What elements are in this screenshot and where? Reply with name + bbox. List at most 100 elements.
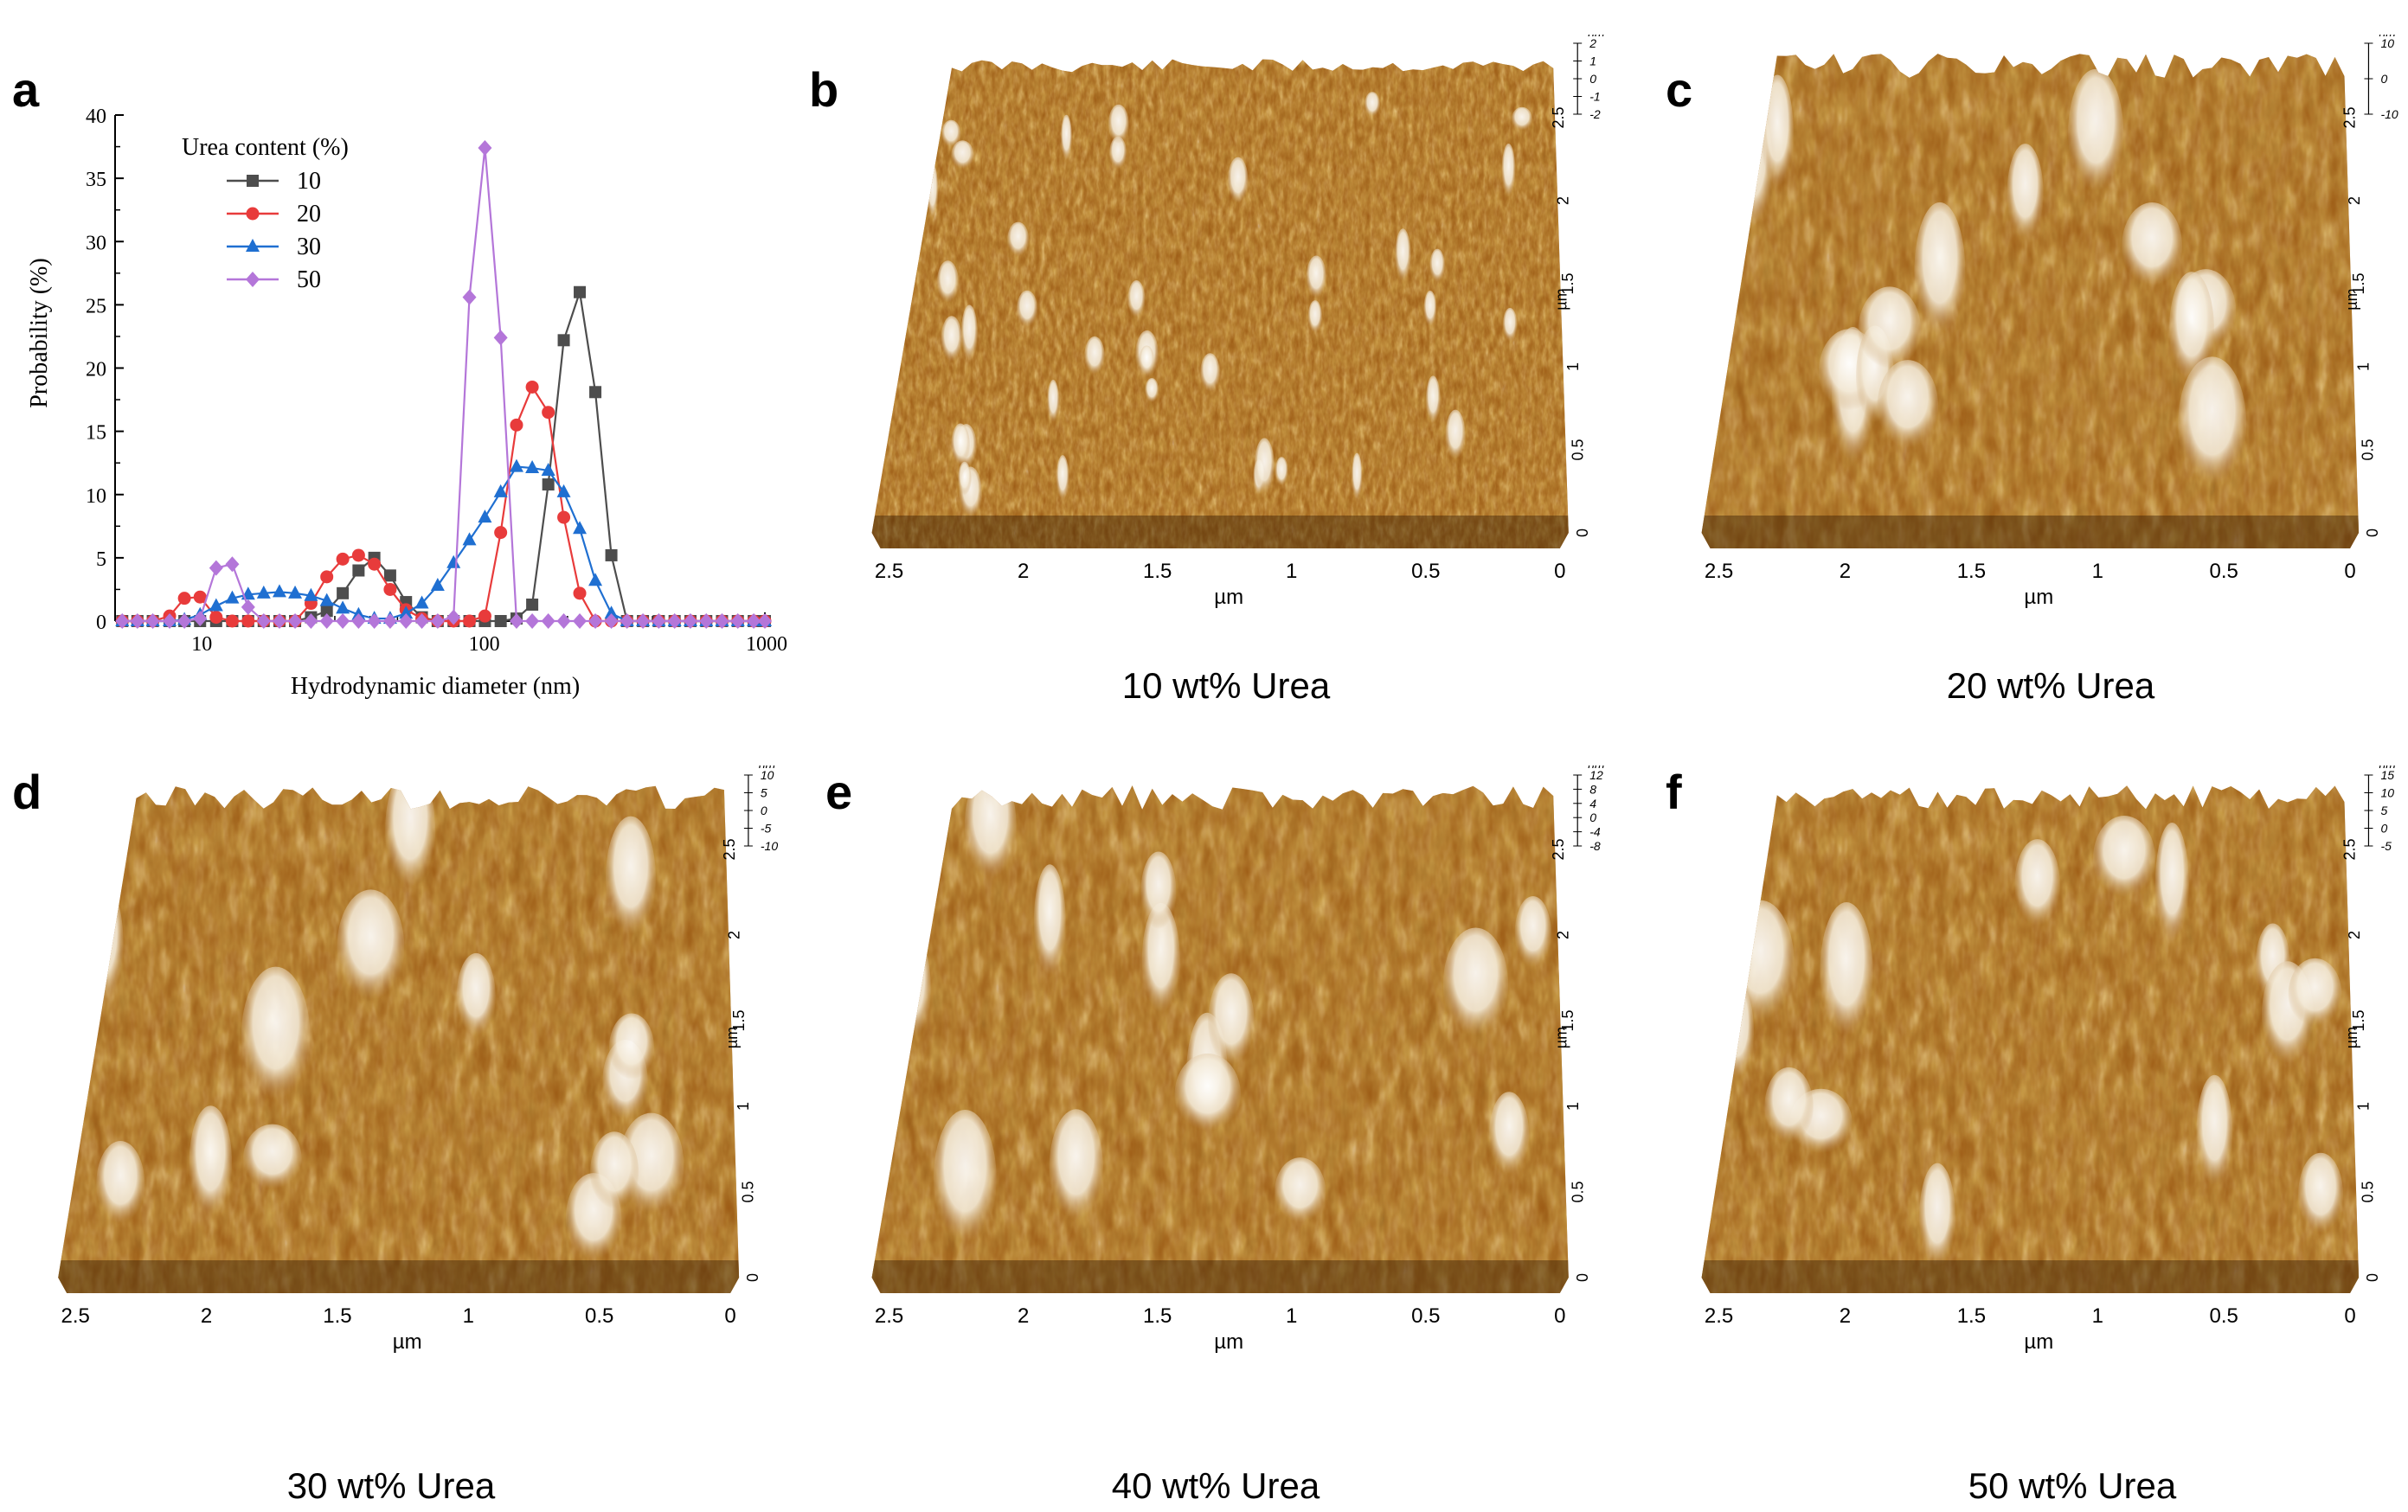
afm-x-tick-label: 2.5 bbox=[875, 560, 903, 583]
data-point bbox=[730, 613, 745, 629]
data-point bbox=[145, 613, 160, 629]
afm-z-tick-label: 10 bbox=[2380, 786, 2394, 800]
afm-y-unit: µm bbox=[1553, 288, 1570, 310]
data-point bbox=[246, 239, 260, 252]
data-point bbox=[588, 613, 603, 629]
afm-z-tick-label: -8 bbox=[1589, 839, 1601, 853]
afm-x-tick-label: 2 bbox=[1840, 560, 1851, 583]
afm-y-tick-label: 2 bbox=[2346, 196, 2363, 205]
data-point bbox=[225, 590, 240, 604]
afm-x-tick-label: 2 bbox=[1018, 1304, 1029, 1328]
afm-grain bbox=[895, 932, 931, 1045]
panel-d-caption: 30 wt% Urea bbox=[286, 1465, 496, 1506]
afm-x-tick-label: 0.5 bbox=[1411, 560, 1440, 583]
legend-label: 50 bbox=[297, 266, 321, 293]
afm-z-tick-label: 10 bbox=[761, 768, 774, 782]
afm-y-tick-label: 0.5 bbox=[1569, 439, 1586, 460]
data-point bbox=[556, 613, 571, 629]
data-point bbox=[319, 593, 334, 606]
afm-y-tick-label: 1 bbox=[2354, 362, 2372, 371]
legend-label: 30 bbox=[297, 234, 321, 260]
afm-grain bbox=[1858, 286, 1922, 373]
afm-grain bbox=[2298, 1152, 2344, 1238]
afm-grain bbox=[1442, 927, 1509, 1041]
afm-grain bbox=[936, 260, 960, 305]
data-point bbox=[320, 605, 333, 618]
data-point bbox=[462, 289, 477, 305]
x-axis-label: Hydrodynamic diameter (nm) bbox=[291, 673, 580, 700]
afm-grain bbox=[1047, 380, 1060, 425]
afm-grain bbox=[2196, 1074, 2233, 1192]
afm-z-tick-label: -1 bbox=[1589, 90, 1600, 104]
afm-z-tick-label: 0 bbox=[2380, 822, 2387, 836]
afm-grain bbox=[1395, 228, 1411, 285]
data-point bbox=[683, 613, 697, 629]
panel-c-letter: c bbox=[1666, 62, 1693, 117]
data-point bbox=[573, 586, 587, 600]
afm-grain bbox=[1726, 900, 1795, 1028]
afm-grain bbox=[1145, 377, 1159, 404]
afm-x-unit: µm bbox=[2024, 586, 2053, 609]
afm-grain bbox=[590, 1131, 639, 1214]
data-point bbox=[247, 175, 259, 187]
data-point bbox=[319, 613, 334, 629]
data-point bbox=[336, 552, 350, 566]
y-tick-label: 10 bbox=[86, 485, 106, 508]
afm-grain bbox=[2288, 958, 2342, 1030]
afm-grain bbox=[941, 316, 963, 364]
y-tick-label: 25 bbox=[86, 295, 106, 317]
afm-grain bbox=[456, 952, 496, 1041]
afm-y-tick-label: 0 bbox=[1574, 529, 1591, 537]
afm-grain bbox=[1501, 144, 1516, 200]
afm-x-tick-label: 0.5 bbox=[585, 1304, 613, 1328]
panel-c-caption: 20 wt% Urea bbox=[1946, 665, 2155, 706]
afm-f-image: 2.5 2 1.5 1 0.5 0 µm 0 0.5 1 1.5 2 2.5 µm -5 0 5 10 15nm bbox=[1701, 766, 2396, 1354]
afm-y-tick-label: 1 bbox=[1564, 1102, 1582, 1111]
data-point bbox=[383, 569, 396, 582]
x-tick-label: 100 bbox=[469, 633, 500, 656]
data-point bbox=[304, 587, 318, 601]
afm-y-tick-label: 2 bbox=[725, 931, 742, 939]
data-point bbox=[414, 595, 429, 609]
afm-z-tick-label: -5 bbox=[761, 822, 772, 836]
data-point bbox=[320, 570, 334, 584]
y-tick-label: 30 bbox=[86, 232, 106, 254]
data-point bbox=[747, 613, 761, 629]
afm-grain bbox=[941, 119, 961, 149]
data-point bbox=[605, 548, 618, 561]
panel-f-caption: 50 wt% Urea bbox=[1968, 1465, 2177, 1506]
afm-z-unit: nm bbox=[2379, 35, 2396, 39]
afm-grain bbox=[1275, 1157, 1326, 1227]
afm-x-unit: µm bbox=[393, 1330, 422, 1354]
afm-z-tick-label: -2 bbox=[1589, 107, 1601, 121]
afm-y-tick-label: 0.5 bbox=[2360, 439, 2377, 460]
afm-y-tick-label: 1.5 bbox=[730, 1009, 748, 1031]
data-point bbox=[526, 598, 539, 611]
data-point bbox=[288, 613, 303, 629]
data-point bbox=[667, 613, 682, 629]
panel-d-letter: d bbox=[12, 765, 42, 819]
data-point bbox=[478, 140, 492, 157]
data-point bbox=[509, 613, 523, 629]
data-point bbox=[304, 613, 318, 629]
afm-x-tick-label: 1 bbox=[1286, 560, 1297, 583]
afm-y-tick-label: 2.5 bbox=[1550, 106, 1567, 128]
data-point bbox=[130, 613, 144, 629]
data-point bbox=[209, 611, 223, 625]
afm-grain bbox=[1820, 902, 1873, 1043]
afm-z-tick-label: 15 bbox=[2380, 768, 2394, 782]
afm-grain bbox=[1275, 457, 1288, 488]
afm-grain bbox=[951, 423, 970, 468]
y-tick-label: 0 bbox=[96, 612, 106, 634]
data-point bbox=[715, 613, 729, 629]
afm-grain bbox=[1056, 455, 1069, 503]
afm-grain bbox=[1445, 409, 1466, 462]
size-distribution-chart: 0 5 10 15 20 25 30 35 40 10 100 1000 Probability (%… bbox=[26, 106, 787, 700]
afm-z-tick-label: 5 bbox=[2380, 804, 2387, 817]
afm-grain bbox=[605, 816, 656, 941]
legend-label: 10 bbox=[297, 168, 321, 195]
data-point bbox=[604, 605, 619, 619]
afm-grain bbox=[1307, 300, 1323, 335]
afm-grain bbox=[1227, 157, 1249, 206]
